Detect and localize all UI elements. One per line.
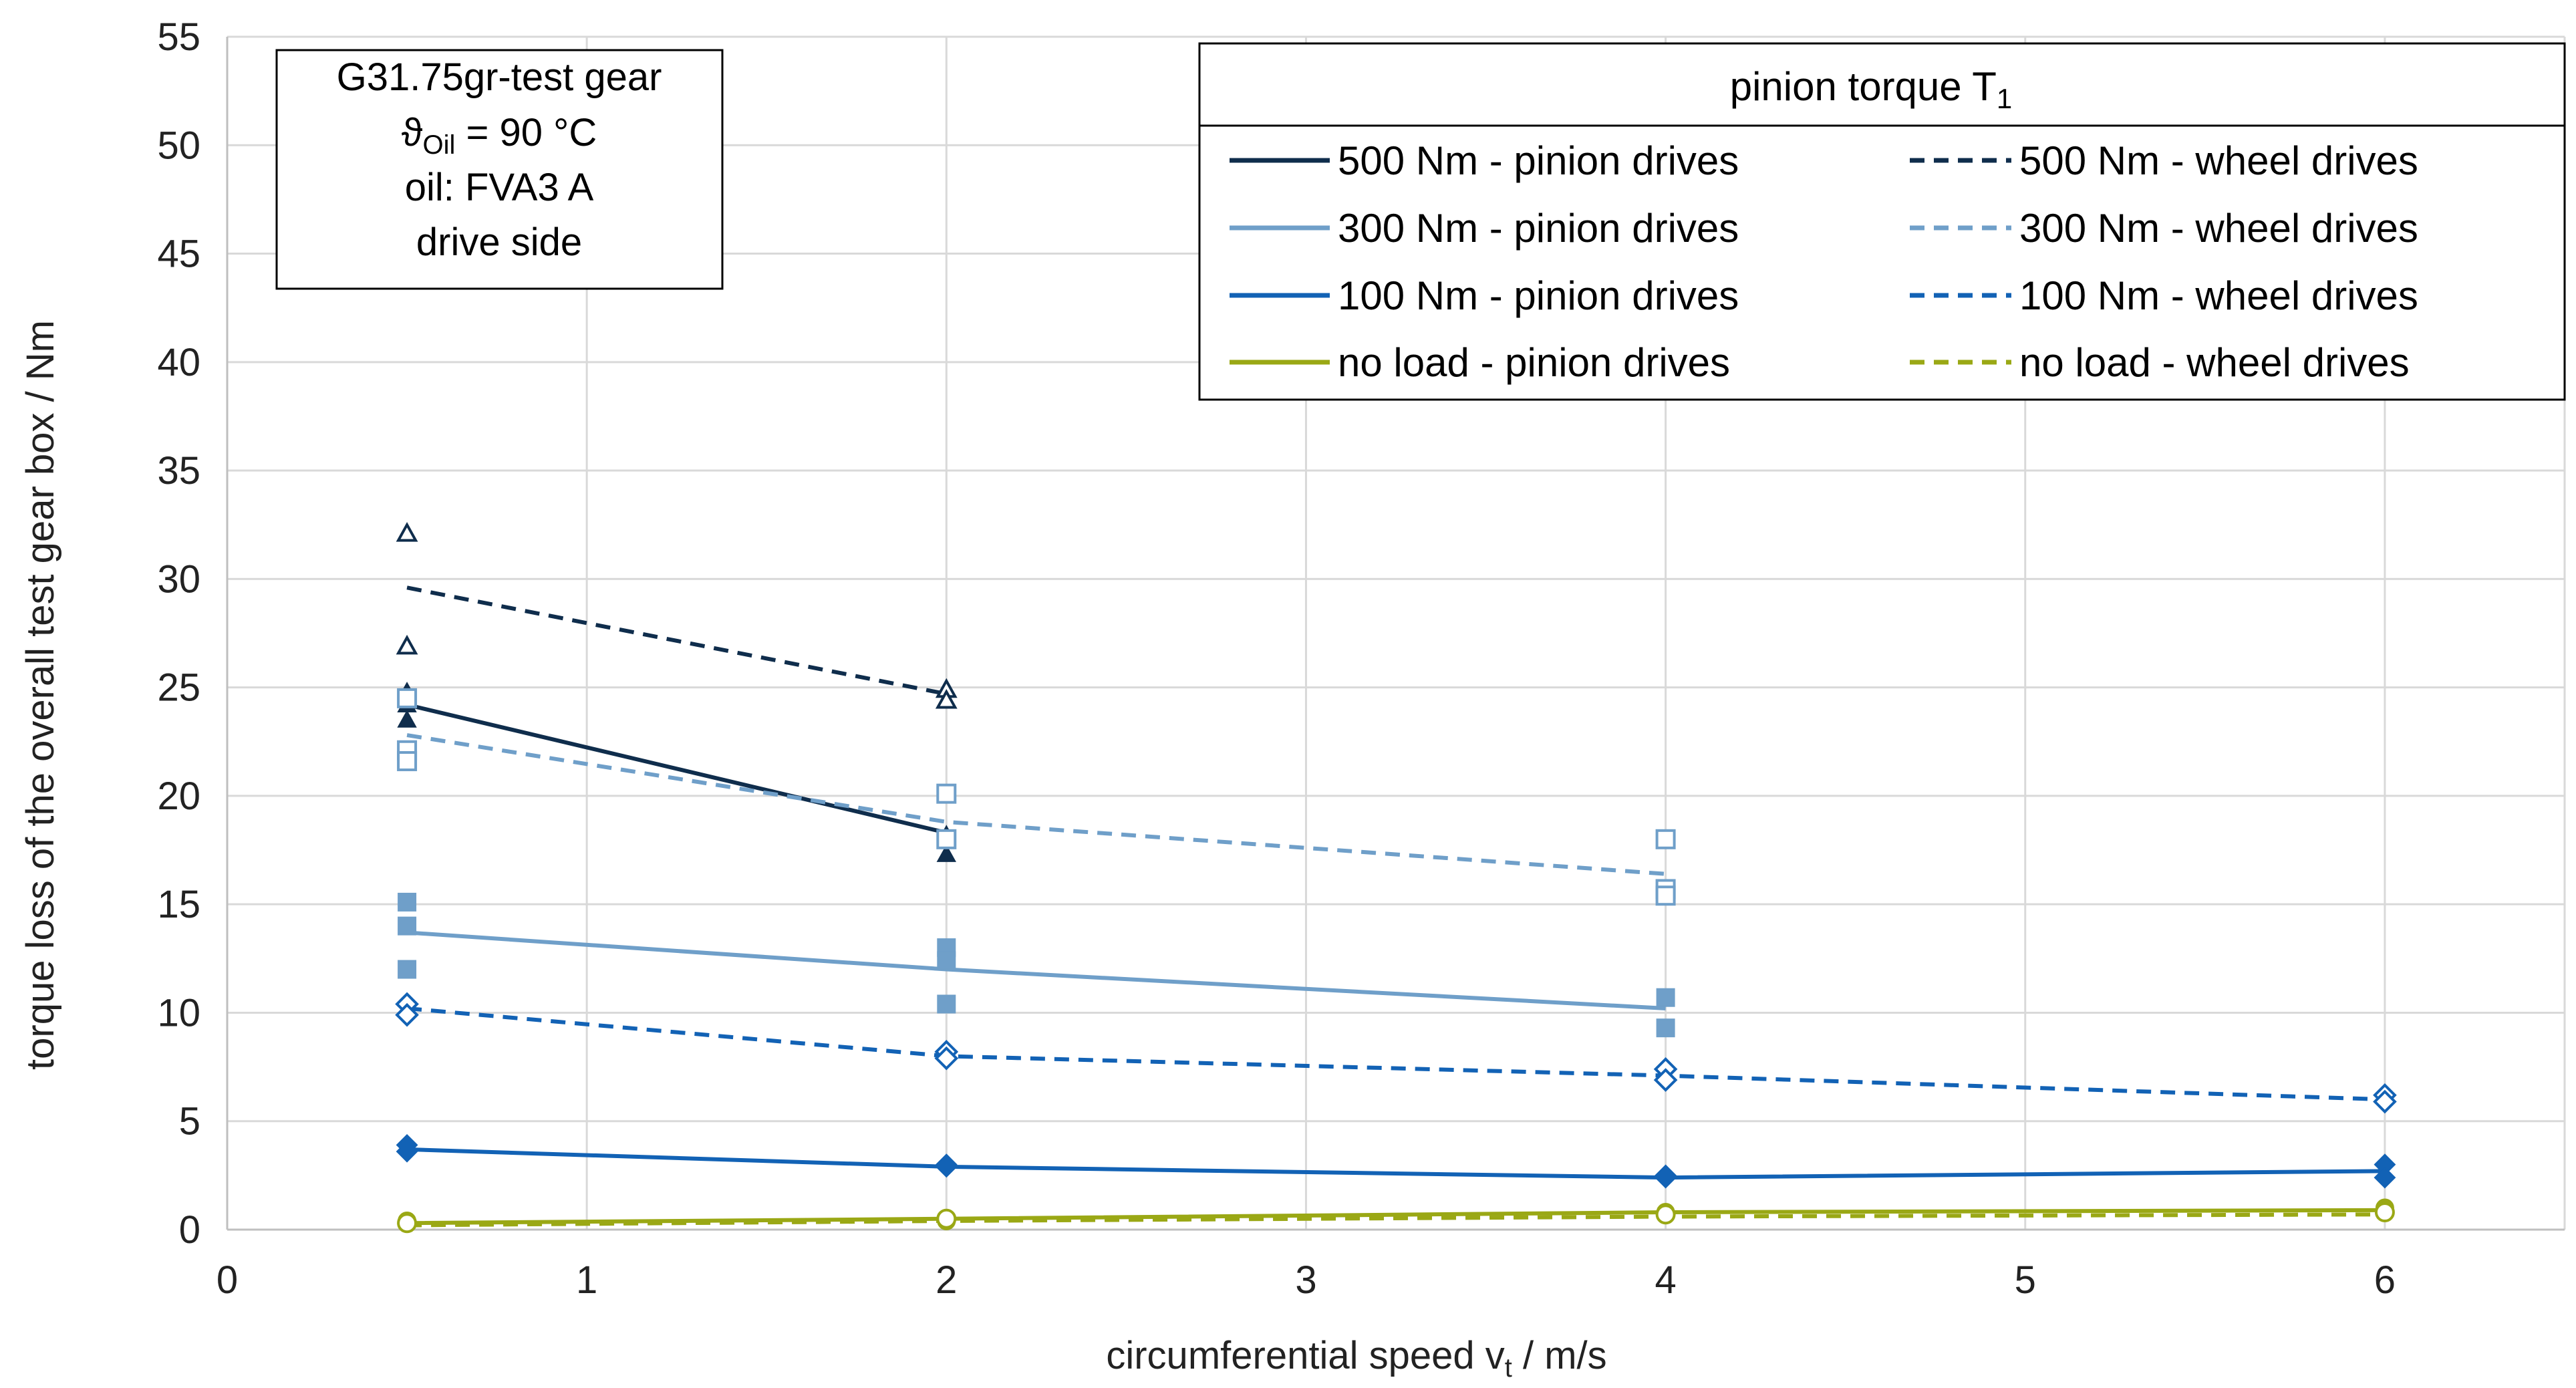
x-tick-label: 3 — [1295, 1258, 1316, 1302]
x-tick-label: 6 — [2374, 1258, 2396, 1302]
data-point-series-4 — [935, 1155, 958, 1178]
legend-label-5: 100 Nm - wheel drives — [2019, 273, 2418, 318]
data-point-series-3 — [936, 829, 957, 849]
data-point-series-7 — [936, 1208, 957, 1229]
data-point-series-2 — [398, 892, 417, 912]
y-tick-label: 15 — [157, 883, 200, 926]
x-tick-label: 5 — [2015, 1258, 2036, 1302]
series-line-1 — [406, 585, 947, 696]
info-line-1: G31.75gr-test gear — [337, 55, 662, 99]
y-tick-label: 25 — [157, 666, 200, 710]
series-line-0 — [406, 702, 948, 835]
y-tick-label: 55 — [157, 15, 200, 59]
data-point-series-1 — [396, 522, 418, 542]
y-tick-label: 45 — [157, 233, 200, 276]
data-point-series-5 — [395, 1002, 419, 1027]
y-axis-title: torque loss of the overall test gear box… — [19, 320, 62, 1070]
legend-title-subscript: 1 — [1997, 83, 2012, 114]
x-axis-title-subscript: t — [1505, 1353, 1512, 1383]
x-axis-title-suffix: / m/s — [1512, 1334, 1607, 1377]
info-line-2-subscript: Oil — [423, 130, 456, 160]
data-point-series-5 — [934, 1046, 959, 1071]
info-line-2: ϑOil = 90 °C — [402, 111, 597, 160]
data-point-series-2 — [398, 960, 417, 979]
data-point-series-4 — [2374, 1166, 2396, 1189]
series-line-3 — [406, 733, 1666, 876]
legend-entries: 500 Nm - pinion drives 500 Nm - wheel dri… — [1230, 138, 2418, 385]
data-point-series-4 — [396, 1140, 418, 1163]
data-point-series-0 — [397, 710, 417, 728]
series-line-7 — [407, 1212, 2385, 1228]
y-tick-label: 35 — [157, 449, 200, 493]
info-line-2-symbol: ϑ — [402, 111, 423, 154]
data-point-series-7 — [2374, 1202, 2395, 1223]
y-tick-label: 20 — [157, 775, 200, 818]
data-point-series-5 — [2373, 1089, 2397, 1114]
series-line-6 — [407, 1208, 2385, 1226]
y-tick-label: 40 — [157, 341, 200, 384]
info-line-4: drive side — [416, 221, 582, 264]
x-tick-label: 4 — [1655, 1258, 1676, 1302]
legend-label-6: no load - pinion drives — [1338, 340, 1730, 385]
y-tick-label: 10 — [157, 991, 200, 1034]
legend-label-3: 300 Nm - wheel drives — [2019, 206, 2418, 251]
x-axis-title: circumferential speed vt / m/s — [1106, 1334, 1606, 1383]
data-point-series-2 — [937, 994, 956, 1014]
data-point-series-5 — [1653, 1068, 1678, 1092]
y-tick-label: 30 — [157, 557, 200, 601]
data-point-series-2 — [1656, 1018, 1675, 1038]
data-point-series-4 — [1655, 1166, 1677, 1189]
legend-label-1: 500 Nm - wheel drives — [2019, 138, 2418, 183]
info-line-3: oil: FVA3 A — [405, 166, 594, 209]
data-point-series-1 — [935, 688, 958, 709]
data-point-series-2 — [937, 951, 956, 970]
x-axis-title-main: circumferential speed v — [1106, 1334, 1504, 1377]
legend-title-main: pinion torque T — [1730, 64, 1997, 109]
legend-label-7: no load - wheel drives — [2019, 340, 2410, 385]
info-box: G31.75gr-test gear ϑOil = 90 °C oil: FVA… — [275, 49, 724, 290]
marker-layer — [395, 522, 2397, 1234]
series-line-5 — [406, 1006, 2386, 1102]
data-point-series-3 — [936, 783, 957, 804]
data-point-series-3 — [397, 688, 418, 708]
y-tick-label: 5 — [179, 1100, 200, 1143]
data-point-series-3 — [397, 750, 418, 771]
y-tick-label: 50 — [157, 124, 200, 167]
data-point-series-2 — [398, 916, 417, 936]
data-point-series-3 — [1655, 885, 1676, 906]
legend-label-0: 500 Nm - pinion drives — [1338, 138, 1739, 183]
data-point-series-0 — [936, 844, 957, 862]
x-tick-label: 2 — [936, 1258, 957, 1302]
legend-frame — [1198, 42, 2566, 401]
data-point-series-1 — [396, 634, 418, 655]
data-point-series-7 — [1655, 1204, 1676, 1225]
data-point-series-2 — [1656, 988, 1675, 1007]
series-line-4 — [406, 1147, 2385, 1180]
legend-label-4: 100 Nm - pinion drives — [1338, 273, 1739, 318]
info-box-frame — [275, 49, 724, 290]
data-point-series-7 — [397, 1213, 418, 1234]
series-layer — [406, 585, 2386, 1228]
x-tick-label: 1 — [576, 1258, 597, 1302]
x-tick-label: 0 — [217, 1258, 238, 1302]
info-line-2-rest: = 90 °C — [455, 111, 597, 154]
y-tick-label: 0 — [179, 1208, 200, 1252]
legend-label-2: 300 Nm - pinion drives — [1338, 206, 1739, 251]
legend: pinion torque T1 500 Nm - pinion drives 5… — [1198, 42, 2566, 401]
legend-title: pinion torque T1 — [1730, 64, 2013, 114]
data-point-series-3 — [1655, 829, 1676, 849]
